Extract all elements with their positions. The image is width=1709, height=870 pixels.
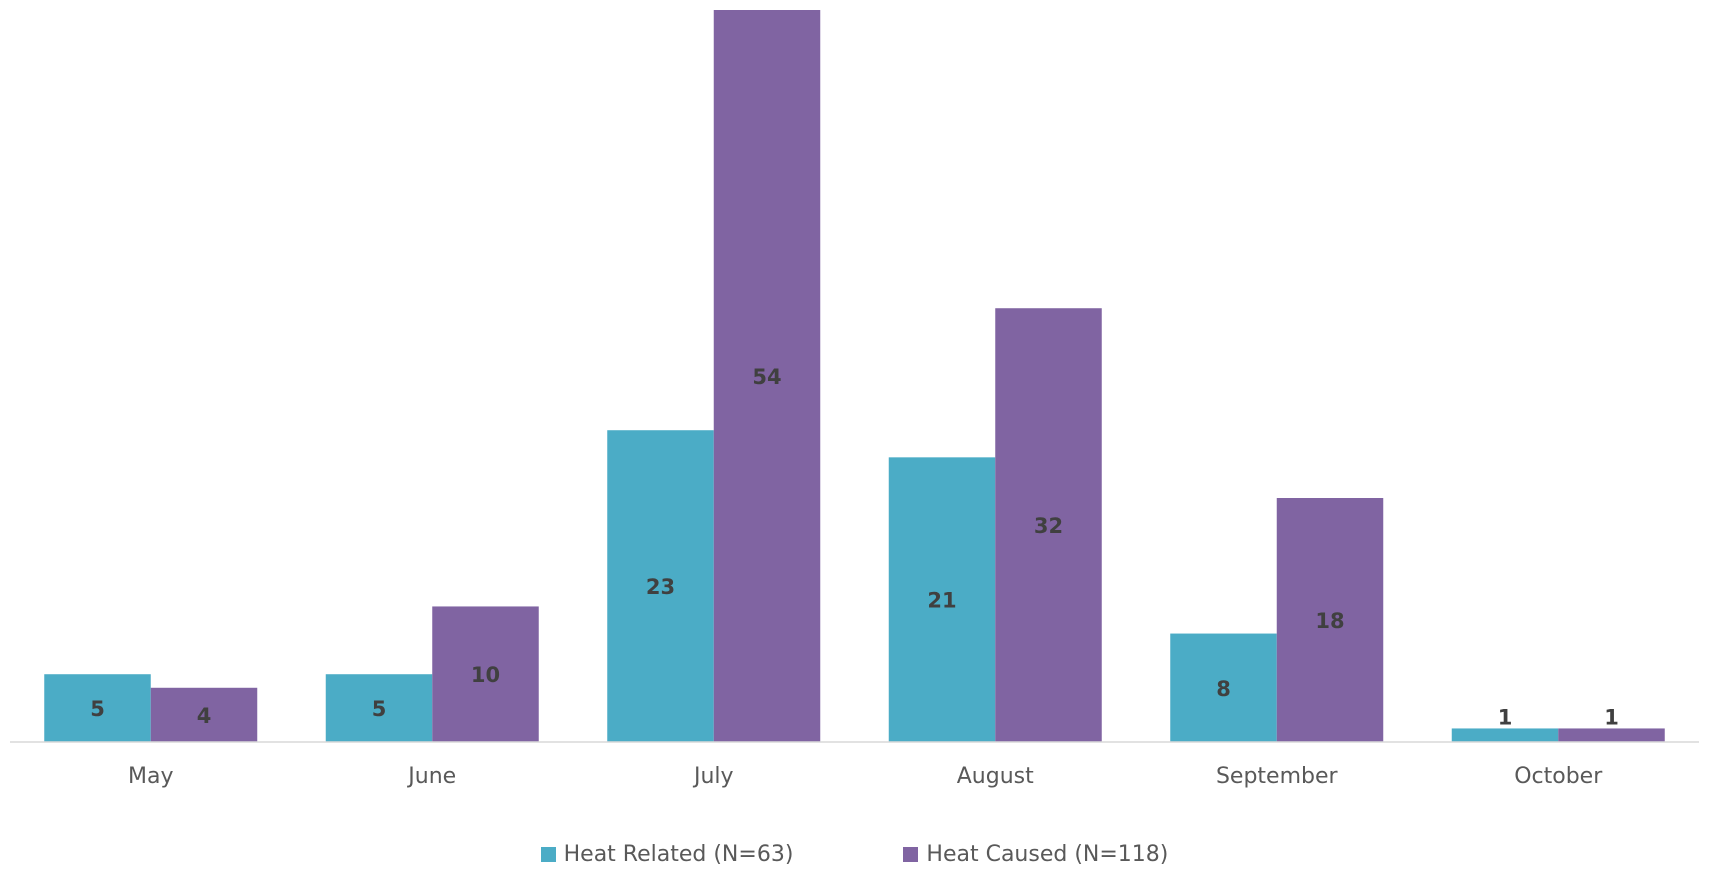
bar-july-series-1 xyxy=(713,10,821,742)
legend: Heat Related (N=63) Heat Caused (N=118) xyxy=(0,838,1709,870)
legend-swatch-heat-caused xyxy=(903,846,919,862)
bar-may-series-1 xyxy=(150,687,258,742)
x-tick-label-june: June xyxy=(406,764,456,789)
legend-label-heat-related: Heat Related (N=63) xyxy=(563,841,794,867)
bar-august-series-1 xyxy=(995,308,1102,742)
data-label-may-series-1: 4 xyxy=(197,704,212,728)
data-label-august-series-0: 21 xyxy=(927,589,956,613)
bar-october-series-1 xyxy=(1558,728,1665,742)
x-tick-label-october: October xyxy=(1514,764,1603,789)
data-label-july-series-0: 23 xyxy=(646,575,675,599)
data-label-august-series-1: 32 xyxy=(1034,514,1063,538)
legend-label-heat-caused: Heat Caused (N=118) xyxy=(926,841,1169,867)
x-tick-label-may: May xyxy=(128,764,173,789)
labels-layer: 5 4May510June2354July2132August818Septemb… xyxy=(90,365,1619,789)
data-label-may-series-0: 5 xyxy=(90,697,105,721)
data-label-september-series-1: 18 xyxy=(1315,609,1344,633)
legend-item-series-0: Heat Related (N=63) xyxy=(540,841,794,867)
x-tick-label-august: August xyxy=(957,764,1034,789)
data-label-september-series-0: 8 xyxy=(1216,677,1231,701)
bar-september-series-1 xyxy=(1276,498,1384,742)
bars-layer xyxy=(44,10,1665,742)
data-label-october-series-1: 1 xyxy=(1604,705,1619,729)
bar-september-series-0 xyxy=(1170,633,1277,742)
bar-may-series-0 xyxy=(44,674,151,742)
data-label-june-series-0: 5 xyxy=(372,697,387,721)
bar-july-series-0 xyxy=(607,430,714,742)
bar-june-series-0 xyxy=(325,674,433,742)
data-label-june-series-1: 10 xyxy=(471,663,500,687)
x-tick-label-september: September xyxy=(1216,764,1339,789)
x-tick-label-july: July xyxy=(692,764,734,789)
legend-item-series-1: Heat Caused (N=118) xyxy=(903,842,1168,867)
data-label-july-series-1: 54 xyxy=(752,365,781,389)
data-label-october-series-0: 1 xyxy=(1498,705,1513,729)
bar-august-series-0 xyxy=(888,457,996,742)
bar-june-series-1 xyxy=(432,606,539,742)
bar-october-series-0 xyxy=(1451,728,1559,742)
legend-swatch-heat-related xyxy=(540,846,556,862)
